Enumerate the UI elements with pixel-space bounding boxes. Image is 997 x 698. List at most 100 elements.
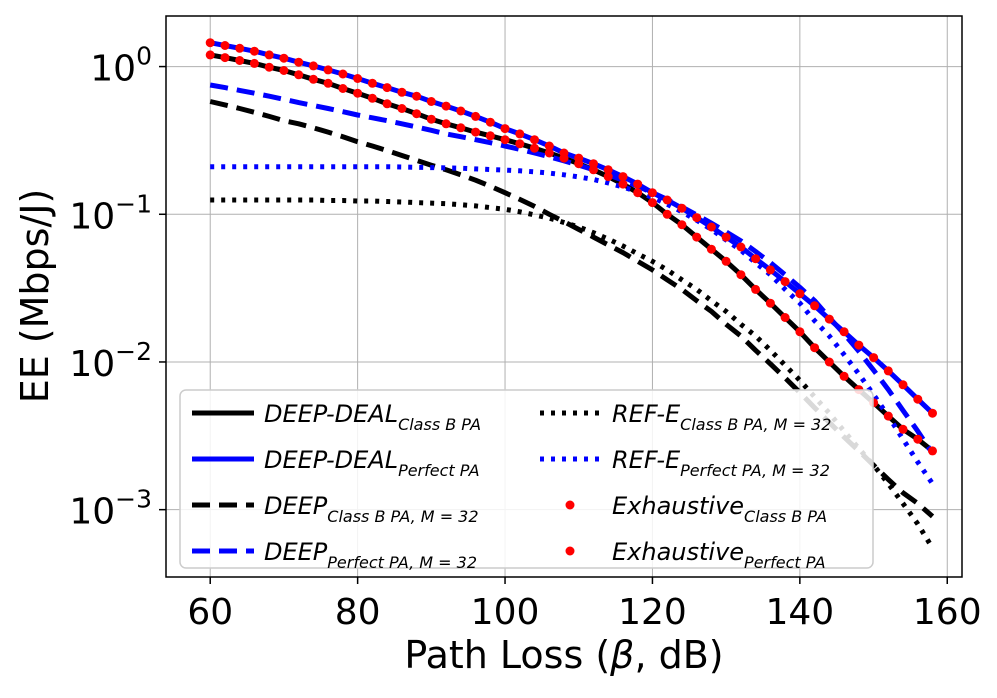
data-point-s7 — [485, 131, 495, 141]
data-point-s7 — [412, 109, 422, 119]
data-point-s8 — [500, 124, 510, 134]
data-point-s7 — [338, 84, 348, 93]
x-axis-label: Path Loss (β, dB) — [404, 633, 723, 677]
data-point-s8 — [382, 83, 392, 93]
data-point-s8 — [412, 91, 422, 101]
data-point-s8 — [426, 97, 436, 106]
legend-label-s5: REF-EClass B PA, M = 32 — [612, 400, 831, 434]
data-point-s8 — [471, 111, 481, 121]
y-tick-label: 10−1 — [69, 189, 152, 237]
data-point-s8 — [721, 232, 731, 242]
data-point-s7 — [397, 104, 407, 113]
data-point-s7 — [633, 188, 643, 198]
legend-label-s1: DEEP-DEALClass B PA — [264, 400, 481, 434]
data-point-s7 — [618, 179, 628, 189]
legend: DEEP-DEALClass B PA DEEP-DEALPerfect PA DE… — [179, 389, 874, 572]
data-point-s8 — [824, 314, 834, 324]
data-point-s7 — [795, 327, 805, 337]
data-point-s8 — [367, 78, 377, 88]
data-point-s7 — [751, 284, 761, 294]
data-point-s7 — [839, 371, 849, 381]
data-point-s8 — [249, 46, 259, 56]
legend-label-s2: DEEP-DEALPerfect PA — [264, 446, 480, 480]
data-point-s8 — [839, 327, 849, 337]
data-point-s8 — [780, 277, 790, 287]
data-point-s8 — [692, 213, 702, 223]
data-point-s8 — [323, 65, 333, 75]
data-point-s7 — [603, 172, 613, 182]
data-point-s7 — [471, 127, 481, 137]
legend-label-s7: ExhaustiveClass B PA — [612, 492, 827, 526]
data-point-s8 — [751, 254, 761, 264]
data-point-s8 — [633, 179, 643, 189]
data-point-s7 — [780, 313, 790, 322]
data-point-s7 — [220, 53, 230, 63]
data-point-s7 — [530, 143, 539, 153]
series-line-s4 — [209, 82, 935, 455]
data-point-s7 — [928, 446, 937, 456]
data-point-s7 — [308, 74, 318, 84]
data-point-s8 — [294, 57, 304, 67]
x-tick-label: 140 — [765, 592, 834, 633]
data-point-s8 — [677, 203, 687, 213]
data-point-s8 — [928, 408, 937, 418]
data-point-s8 — [456, 106, 466, 116]
data-point-s7 — [765, 298, 775, 308]
data-point-s8 — [706, 222, 716, 232]
data-point-s8 — [235, 43, 245, 53]
data-point-s8 — [736, 242, 746, 252]
legend-label-s4: DEEPPerfect PA, M = 32 — [264, 538, 477, 572]
data-point-s7 — [323, 78, 333, 88]
y-axis-label: EE (Mbps/J) — [13, 189, 57, 404]
data-point-s7 — [249, 58, 259, 68]
data-point-s7 — [353, 88, 363, 98]
x-tick-label: 80 — [335, 592, 381, 633]
data-point-s7 — [662, 209, 672, 219]
data-point-s8 — [765, 265, 775, 275]
data-point-s7 — [898, 424, 908, 434]
data-point-s7 — [824, 357, 834, 367]
data-point-s7 — [235, 56, 245, 65]
y-tick-label: 100 — [90, 42, 152, 90]
data-point-s7 — [294, 70, 304, 80]
data-point-s7 — [736, 270, 746, 280]
data-point-s7 — [500, 135, 510, 145]
data-point-s8 — [485, 117, 495, 127]
data-point-s8 — [441, 101, 451, 111]
legend-label-s8: ExhaustivePerfect PA — [612, 538, 826, 572]
data-point-s8 — [279, 53, 289, 63]
data-point-s8 — [264, 50, 274, 60]
data-point-s8 — [869, 353, 879, 363]
data-point-s7 — [647, 198, 657, 208]
data-point-s8 — [854, 340, 864, 350]
data-point-s8 — [898, 380, 908, 390]
data-point-s8 — [589, 159, 598, 169]
data-point-s7 — [441, 119, 451, 129]
ticks-group: 60 80 100 120 140 160 100 10−1 10−2 10−3 — [69, 42, 981, 633]
data-point-s8 — [308, 61, 318, 71]
data-point-s8 — [397, 87, 407, 97]
data-point-s8 — [647, 188, 657, 198]
data-point-s8 — [913, 394, 923, 404]
data-point-s7 — [883, 411, 893, 421]
plot-frame — [165, 15, 963, 578]
y-tick-label: 10−3 — [69, 485, 152, 533]
data-point-s8 — [530, 135, 539, 145]
x-tick-label: 60 — [187, 592, 233, 633]
data-point-s7 — [721, 256, 731, 266]
data-point-s7 — [706, 244, 716, 254]
data-point-s7 — [382, 99, 392, 109]
data-point-s7 — [544, 148, 554, 158]
data-point-s7 — [264, 62, 274, 72]
x-tick-label: 100 — [471, 592, 540, 633]
data-point-s8 — [338, 69, 348, 79]
data-point-s7 — [515, 139, 525, 149]
data-point-s8 — [205, 38, 215, 48]
data-point-s7 — [279, 66, 289, 75]
data-point-s7 — [677, 220, 687, 230]
data-point-s8 — [544, 141, 554, 151]
data-point-s7 — [810, 343, 820, 353]
data-point-s7 — [692, 232, 702, 242]
x-tick-label: 160 — [913, 592, 982, 633]
